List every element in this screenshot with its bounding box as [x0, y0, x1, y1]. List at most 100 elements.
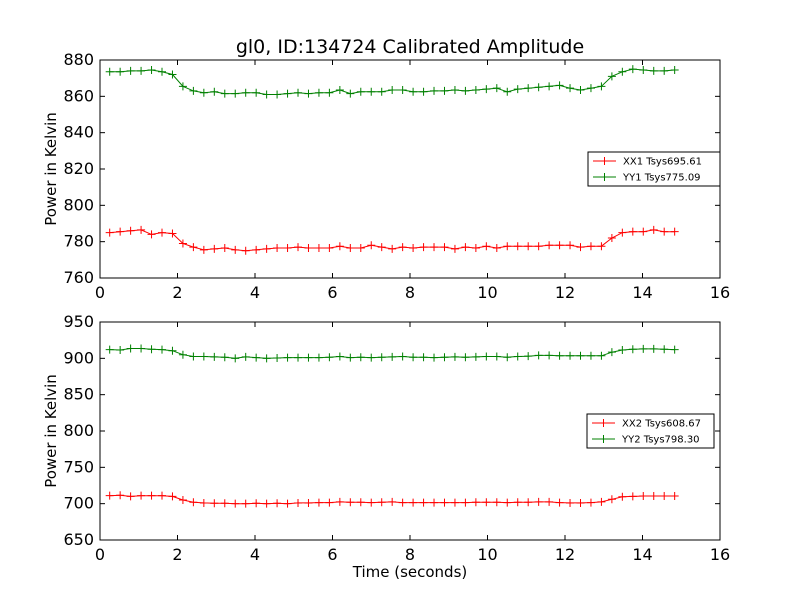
data-point — [388, 244, 397, 253]
y-tick-label: 700 — [63, 494, 94, 513]
data-point — [314, 244, 323, 253]
data-point — [597, 82, 606, 91]
data-point — [524, 84, 533, 93]
data-point — [168, 229, 177, 238]
data-point — [116, 345, 125, 354]
data-point — [158, 345, 166, 354]
data-point — [607, 234, 616, 243]
data-point — [503, 242, 512, 251]
data-point — [367, 87, 376, 96]
x-tick-label: 12 — [555, 545, 575, 564]
data-point — [137, 66, 146, 75]
data-point — [105, 491, 114, 500]
data-point — [492, 352, 501, 361]
data-point — [273, 499, 282, 508]
data-point — [283, 244, 292, 253]
data-point — [440, 353, 449, 362]
data-point — [304, 353, 313, 362]
data-point — [461, 498, 470, 507]
data-point — [398, 498, 407, 507]
data-point — [524, 498, 533, 507]
data-point — [168, 492, 177, 501]
data-point — [409, 87, 418, 96]
data-point — [377, 353, 386, 362]
data-point — [513, 85, 522, 94]
data-point — [534, 83, 543, 92]
data-point — [126, 226, 135, 235]
data-point — [189, 86, 198, 95]
data-point — [440, 243, 449, 252]
data-point — [377, 87, 386, 96]
data-point — [566, 241, 575, 250]
data-point — [116, 491, 125, 500]
data-point — [335, 352, 344, 361]
data-point — [346, 353, 355, 362]
chart-title: gl0, ID:134724 Calibrated Amplitude — [236, 36, 584, 58]
data-point — [576, 351, 585, 360]
data-point — [273, 353, 282, 362]
y-tick-label: 860 — [63, 86, 94, 105]
series-2 — [105, 65, 679, 99]
data-point — [461, 86, 470, 95]
data-point — [576, 243, 585, 252]
data-point — [503, 353, 512, 362]
data-point — [482, 352, 491, 361]
y-tick-label: 800 — [63, 421, 94, 440]
data-point — [586, 498, 595, 507]
data-point — [576, 498, 585, 507]
x-axis-label: Time (seconds) — [352, 563, 468, 581]
y-tick-label: 880 — [63, 50, 94, 69]
data-point — [252, 245, 261, 254]
data-point — [618, 345, 627, 354]
data-point — [607, 495, 616, 504]
legend-marker — [599, 435, 608, 443]
data-point — [388, 352, 397, 361]
data-point — [294, 243, 303, 252]
data-point — [388, 497, 397, 506]
x-tick-label: 6 — [327, 283, 337, 302]
data-point — [367, 241, 376, 250]
data-point — [628, 345, 637, 354]
x-tick-label: 4 — [250, 545, 260, 564]
legend: XX1 Tsys695.61 YY1 Tsys775.09 — [587, 151, 721, 187]
data-point — [294, 353, 303, 362]
data-point — [231, 89, 240, 98]
data-point — [189, 243, 198, 252]
data-point — [178, 496, 187, 505]
data-point — [147, 491, 156, 500]
y-axis-label: Power in Kelvin — [42, 374, 60, 488]
data-point — [649, 492, 658, 501]
data-point — [346, 244, 355, 253]
legend-box — [587, 151, 721, 187]
data-point — [670, 227, 679, 236]
data-point — [555, 498, 564, 507]
data-point — [116, 67, 125, 76]
legend-label: XX1 Tsys695.61 — [623, 157, 702, 168]
data-point — [639, 227, 648, 236]
series-1 — [105, 225, 679, 255]
data-point — [398, 243, 407, 252]
data-point — [262, 90, 271, 99]
data-point — [137, 491, 146, 500]
legend-box — [586, 413, 715, 449]
data-point — [367, 353, 376, 362]
x-tick-label: 4 — [250, 283, 260, 302]
data-point — [639, 492, 648, 501]
x-tick-label: 6 — [327, 545, 337, 564]
data-point — [430, 86, 439, 95]
data-point — [419, 353, 428, 362]
data-point — [555, 351, 564, 360]
legend-label: YY2 Tsys798.30 — [621, 435, 700, 446]
data-point — [597, 351, 606, 360]
data-point — [158, 491, 166, 500]
data-point — [555, 81, 564, 90]
x-tick-label: 2 — [172, 545, 182, 564]
data-point — [534, 497, 543, 506]
x-tick-label: 0 — [95, 545, 105, 564]
data-point — [524, 242, 533, 251]
data-point — [461, 353, 470, 362]
series-1 — [105, 491, 679, 508]
data-point — [367, 498, 376, 507]
data-point — [168, 70, 177, 79]
legend: XX2 Tsys608.67 YY2 Tsys798.30 — [586, 413, 715, 449]
